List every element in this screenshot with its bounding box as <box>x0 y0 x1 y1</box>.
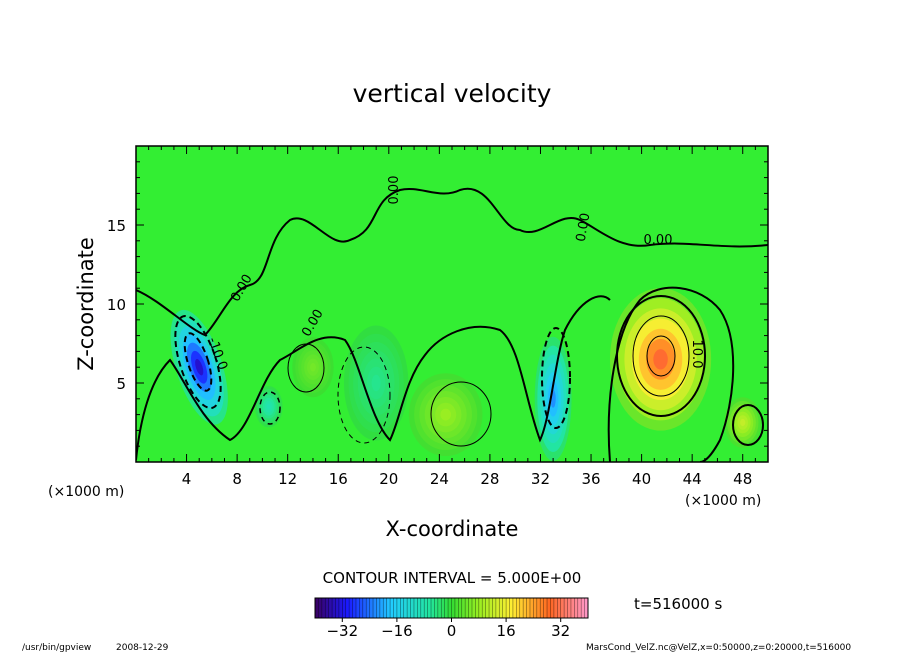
contour-label: 0.00 <box>574 212 594 243</box>
field-blobs <box>170 288 762 461</box>
contour-ring <box>430 381 492 447</box>
contour-ring-negative <box>259 391 281 425</box>
chart-title: vertical velocity <box>353 79 552 108</box>
field-region <box>653 349 668 370</box>
x-tick-label: 20 <box>379 470 398 488</box>
contour-lines <box>136 187 768 462</box>
x-tick-label: 4 <box>182 470 192 488</box>
y-tick-label: 15 <box>107 217 126 235</box>
contour-ring <box>646 335 676 377</box>
contour-label: 0.00 <box>644 233 673 248</box>
colorbar-stripes <box>315 598 588 618</box>
x-tick-label: 48 <box>733 470 752 488</box>
y-axis-label: Z-coordinate <box>74 237 98 371</box>
colorbar-tick-label: 32 <box>551 622 570 640</box>
colorbar-tick-label: 16 <box>497 622 516 640</box>
field-region <box>266 403 271 410</box>
footer-program: /usr/bin/gpview <box>22 643 91 653</box>
contour-ring <box>632 315 690 397</box>
contour-ring-negative <box>174 315 222 409</box>
contour-interval: CONTOUR INTERVAL = 5.000E+00 <box>323 569 582 587</box>
x-tick-label: 24 <box>430 470 449 488</box>
contour-ring-negative <box>337 346 391 444</box>
contour-ring <box>616 295 706 417</box>
footer-date: 2008-12-29 <box>116 643 169 653</box>
contour-ring <box>732 404 764 446</box>
y-axis-units: (×1000 m) <box>685 493 761 509</box>
contour-label: 0.00 <box>387 176 402 205</box>
x-tick-label: 12 <box>278 470 297 488</box>
x-tick-label: 8 <box>232 470 242 488</box>
zero-contour-line <box>136 295 611 461</box>
field-region <box>440 408 451 421</box>
x-tick-label: 36 <box>581 470 600 488</box>
x-tick-label: 40 <box>632 470 651 488</box>
x-tick-label: 32 <box>531 470 550 488</box>
y-tick-label: 5 <box>116 375 126 393</box>
contour-ring <box>287 343 325 393</box>
contour-label: 10.0 <box>689 340 704 369</box>
colorbar-tick-label: −32 <box>326 622 358 640</box>
y-tick-label: 10 <box>107 296 126 314</box>
x-tick-label: 28 <box>480 470 499 488</box>
field-region <box>310 362 316 372</box>
footer-source: MarsCond_VelZ.nc@VelZ,x=0:50000,z=0:2000… <box>586 643 851 653</box>
zero-contour-line <box>136 187 768 337</box>
x-tick-label: 16 <box>329 470 348 488</box>
x-axis-label: X-coordinate <box>386 517 519 541</box>
colorbar: −32 −16 0 16 32 <box>314 597 589 640</box>
field-region <box>371 374 381 392</box>
colorbar-tick-label: 0 <box>447 622 457 640</box>
contour-ring-negative <box>183 332 213 392</box>
zero-contour-line <box>607 286 735 462</box>
time-label: t=516000 s <box>634 595 722 613</box>
field-region <box>195 359 204 376</box>
field-region <box>740 418 746 427</box>
x-axis-units: (×1000 m) <box>48 484 124 500</box>
x-tick-label: 44 <box>683 470 702 488</box>
contour-ring-negative <box>541 327 571 429</box>
colorbar-ticks: −32 −16 0 16 32 <box>326 618 570 640</box>
colorbar-tick-label: −16 <box>381 622 413 640</box>
